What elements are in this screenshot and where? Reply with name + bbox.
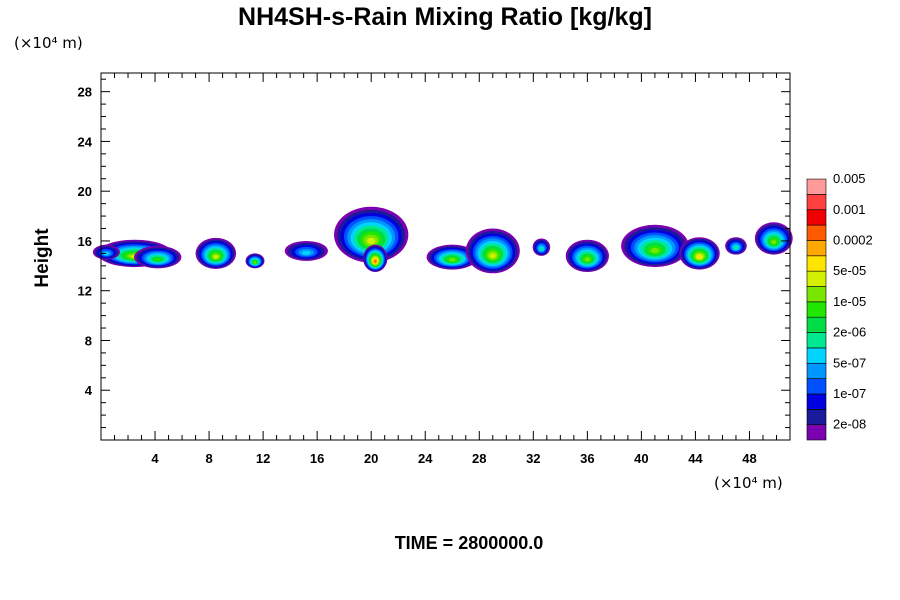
y-tick-label: 4 — [85, 383, 93, 398]
colorbar-swatch — [806, 286, 827, 303]
colorbar-label: 5e-07 — [833, 355, 866, 370]
cloud-1 — [134, 245, 182, 269]
cloud-7 — [363, 244, 388, 273]
cloud-2-level-5 — [103, 252, 110, 256]
colorbar-swatch — [806, 332, 827, 349]
y-tick-label: 24 — [78, 134, 93, 149]
cloud-3 — [195, 237, 237, 269]
cloud-10-level-6 — [539, 247, 543, 251]
cloud-11-level-9 — [584, 257, 591, 262]
x-tick-label: 16 — [310, 451, 324, 466]
plot-frame — [100, 72, 791, 441]
colorbar-swatch — [806, 301, 827, 318]
cloud-8-level-9 — [449, 258, 456, 262]
cloud-6-level-10 — [366, 237, 376, 245]
cloud-5 — [284, 240, 328, 261]
y-axis-title: Height — [32, 228, 53, 288]
x-tick-label: 32 — [526, 451, 540, 466]
x-tick-label: 24 — [418, 451, 433, 466]
colorbar-label: 1e-05 — [833, 294, 866, 309]
cloud-15-level-9 — [771, 239, 777, 245]
colorbar-swatch — [806, 255, 827, 272]
cloud-1-level-8 — [154, 257, 162, 262]
colorbar-swatch — [806, 424, 827, 441]
colorbar-swatch — [806, 240, 827, 257]
x-unit-label: (×10⁴ m) — [714, 474, 783, 492]
cloud-10 — [532, 238, 551, 256]
cloud-8 — [426, 244, 478, 270]
x-tick-label: 28 — [472, 451, 486, 466]
y-tick-label: 16 — [78, 234, 92, 249]
x-tick-label: 20 — [364, 451, 378, 466]
x-tick-label: 12 — [256, 451, 270, 466]
cloud-12 — [621, 224, 689, 268]
colorbar-swatch — [806, 194, 827, 211]
colorbar-swatch — [806, 316, 827, 333]
y-tick-label: 12 — [78, 284, 92, 299]
colorbar-label: 5e-05 — [833, 263, 866, 278]
y-unit-label: (×10⁴ m) — [14, 34, 83, 52]
cloud-11 — [565, 239, 609, 273]
colorbar-swatch — [806, 362, 827, 379]
cloud-3-level-10 — [213, 255, 219, 259]
colorbar-swatch — [806, 209, 827, 226]
time-label: TIME = 2800000.0 — [395, 533, 544, 553]
colorbar: 2e-08 1e-07 5e-07 2e-06 1e-05 5e-05 0.0002 0.00… — [806, 171, 873, 441]
chart-title: NH4SH-s-Rain Mixing Ratio [kg/kg] — [238, 3, 652, 31]
cloud-2 — [92, 244, 120, 260]
cloud-12-level-9 — [650, 247, 660, 254]
x-tick-label: 4 — [151, 451, 159, 466]
x-tick-label: 48 — [742, 451, 756, 466]
cloud-14 — [725, 237, 747, 255]
colorbar-label: 0.0002 — [833, 232, 873, 247]
cloud-4-level-9 — [253, 261, 257, 264]
cloud-13-level-11 — [697, 255, 702, 259]
x-tick-label: 40 — [634, 451, 648, 466]
cloud-15 — [754, 222, 793, 255]
colorbar-swatch — [806, 393, 827, 410]
colorbar-swatch — [806, 224, 827, 241]
cloud-6 — [334, 206, 409, 263]
colorbar-swatch — [806, 378, 827, 395]
cloud-4 — [245, 253, 265, 269]
cloud-7-level-13 — [374, 260, 377, 263]
cloud-9-level-10 — [489, 253, 496, 259]
colorbar-label: 0.005 — [833, 171, 866, 186]
colorbar-swatch — [806, 408, 827, 425]
colorbar-swatch — [806, 347, 827, 364]
colorbar-swatch — [806, 178, 827, 195]
plot-area — [92, 206, 793, 274]
y-tick-label: 8 — [85, 333, 92, 348]
cloud-13 — [679, 237, 720, 270]
cloud-9 — [465, 228, 520, 274]
colorbar-swatch — [806, 270, 827, 287]
cloud-14-level-6 — [734, 246, 738, 250]
x-tick-label: 8 — [205, 451, 212, 466]
y-tick-label: 20 — [78, 184, 92, 199]
x-tick-label: 44 — [688, 451, 703, 466]
cloud-5-level-5 — [301, 250, 311, 255]
colorbar-label: 0.001 — [833, 202, 866, 217]
colorbar-label: 2e-08 — [833, 417, 866, 432]
colorbar-label: 2e-06 — [833, 325, 866, 340]
x-tick-label: 36 — [580, 451, 594, 466]
y-tick-label: 28 — [78, 85, 92, 100]
colorbar-label: 1e-07 — [833, 386, 866, 401]
